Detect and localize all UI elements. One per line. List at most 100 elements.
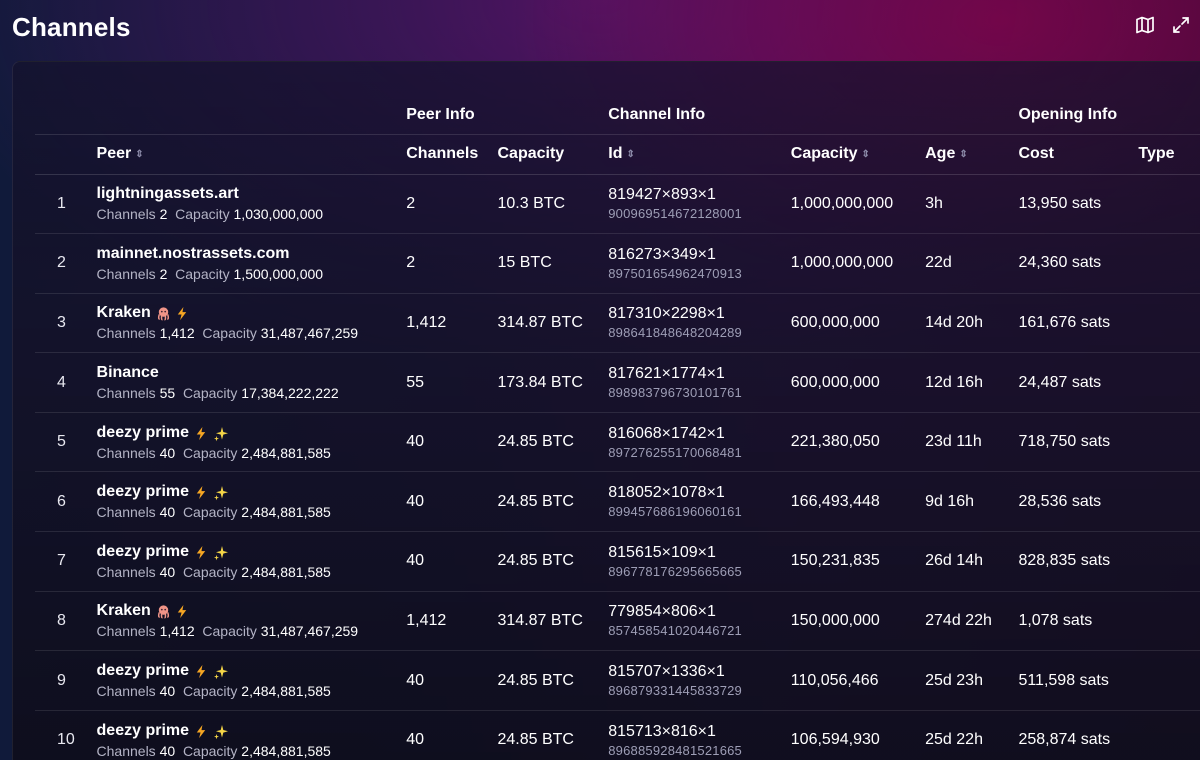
channel-long-id: 899457686196060161 [608,504,742,520]
sort-icon[interactable]: ⇕ [959,149,968,160]
bolt-icon [175,306,189,321]
cost-cell: 258,874 sats [1018,731,1111,749]
sort-icon[interactable]: ⇕ [861,149,870,160]
cost-cell: 718,750 sats [1018,433,1111,451]
octopus-icon [156,604,170,619]
cost-cell: 24,487 sats [1018,373,1102,391]
channels-cell: 40 [406,671,425,689]
table-row[interactable]: 2 mainnet.nostrassets.com Channels 2 Capac… [35,234,1200,294]
table-row[interactable]: 10 deezy prime Channels 40 Capacity 2,484,… [35,710,1200,760]
expand-icon[interactable] [1170,14,1192,36]
channel-long-id: 857458541020446721 [608,623,742,639]
peer-name-link[interactable]: deezy prime [96,721,190,739]
age-cell: 23d 11h [925,433,982,451]
capacity-cell: 106,594,930 [790,731,880,749]
peer-name-link[interactable]: Kraken [96,304,151,322]
column-header-id[interactable]: Id ⇕ [608,133,791,175]
sort-icon[interactable]: ⇕ [135,149,144,160]
channel-short-id-link[interactable]: 779854×806×1 [608,603,716,621]
type-cell [1138,532,1200,592]
peer-stats: Channels 40 Capacity 2,484,881,585 [96,742,331,759]
channel-id-cell: 815615×109×1 896778176295665665 [608,532,791,592]
channel-short-id-link[interactable]: 817310×2298×1 [608,305,725,323]
peer-name-link[interactable]: Binance [96,364,159,382]
table-row[interactable]: 9 deezy prime Channels 40 Capacity 2,484,8… [35,651,1200,711]
column-header-peer[interactable]: Peer ⇕ [96,133,407,175]
peer-capacity-cell: 15 BTC [497,254,552,272]
peer-cell: deezy prime Channels 40 Capacity 2,484,88… [97,472,407,532]
group-channel-info: Channel Info [608,105,706,123]
type-cell [1138,353,1200,413]
peer-name-link[interactable]: deezy prime [96,423,190,441]
table-row[interactable]: 6 deezy prime Channels 40 Capacity 2,484,8… [35,472,1200,532]
channel-id-cell: 819427×893×1 900969514672128001 [608,174,791,234]
row-index: 9 [57,671,66,689]
group-opening-info: Opening Info [1018,105,1118,123]
peer-capacity-cell: 24.85 BTC [497,433,574,451]
peer-name-link[interactable]: deezy prime [96,483,190,501]
peer-cell: Kraken Channels 1,412 Capacity 31,487,467… [97,293,407,353]
column-header-capacity[interactable]: Capacity ⇕ [790,133,926,175]
peer-name-link[interactable]: deezy prime [96,662,190,680]
channel-long-id: 896778176295665665 [608,563,742,579]
row-index: 8 [57,611,66,629]
channel-short-id-link[interactable]: 816273×349×1 [608,245,716,263]
table-row[interactable]: 5 deezy prime Channels 40 Capacity 2,484,8… [35,412,1200,472]
channel-short-id-link[interactable]: 815707×1336×1 [608,663,725,681]
channel-short-id-link[interactable]: 817621×1774×1 [608,365,725,383]
channel-id-cell: 817310×2298×1 898641848648204289 [608,293,791,353]
row-index: 6 [57,492,66,510]
bolt-icon [194,664,208,679]
peer-name-link[interactable]: mainnet.nostrassets.com [96,244,290,262]
table-row[interactable]: 1 lightningassets.art Channels 2 Capacity … [35,174,1200,234]
column-header-type: Type [1138,133,1200,175]
cost-cell: 828,835 sats [1018,552,1111,570]
channels-cell: 2 [406,254,416,272]
peer-name-link[interactable]: Kraken [96,602,151,620]
cost-cell: 28,536 sats [1018,492,1102,510]
channel-short-id-link[interactable]: 818052×1078×1 [608,484,725,502]
age-cell: 9d 16h [925,492,975,510]
row-index: 7 [57,552,66,570]
age-cell: 12d 16h [925,373,983,391]
type-cell [1138,174,1200,234]
table-row[interactable]: 7 deezy prime Channels 40 Capacity 2,484,8… [35,532,1200,592]
capacity-cell: 1,000,000,000 [790,194,894,212]
capacity-cell: 110,056,466 [790,671,879,689]
peer-name-link[interactable]: lightningassets.art [96,185,239,203]
row-index: 5 [57,433,66,451]
channel-short-id-link[interactable]: 816068×1742×1 [608,424,725,442]
cost-cell: 24,360 sats [1018,254,1102,272]
peer-stats: Channels 1,412 Capacity 31,487,467,259 [96,623,359,640]
age-cell: 3h [925,194,943,212]
channels-panel [12,61,1200,760]
type-cell [1138,412,1200,472]
channel-short-id-link[interactable]: 819427×893×1 [608,186,716,204]
sort-icon[interactable]: ⇕ [626,149,635,160]
bolt-icon [194,545,208,559]
channel-long-id: 898983796730101761 [608,385,742,401]
channel-long-id: 898641848648204289 [608,325,742,341]
channel-short-id-link[interactable]: 815615×109×1 [608,543,716,561]
channel-id-cell: 815707×1336×1 896879331445833729 [608,651,791,711]
channel-short-id-link[interactable]: 815713×816×1 [608,722,716,740]
peer-cell: deezy prime Channels 40 Capacity 2,484,88… [97,532,407,592]
table-row[interactable]: 3 Kraken Channels 1,412 Capacity 31,487,46… [35,293,1200,353]
capacity-cell: 150,231,835 [790,552,880,570]
channels-cell: 1,412 [406,611,447,629]
age-cell: 25d 22h [925,731,983,749]
table-row[interactable]: 8 Kraken Channels 1,412 Capacity 31,487,46… [35,591,1200,651]
capacity-cell: 166,493,448 [790,492,880,510]
table-row[interactable]: 4 Binance Channels 55 Capacity 17,384,222,… [35,353,1200,413]
peer-stats: Channels 1,412 Capacity 31,487,467,259 [96,325,359,342]
peer-stats: Channels 40 Capacity 2,484,881,585 [96,444,331,461]
type-cell [1138,234,1200,294]
channels-cell: 40 [406,552,425,570]
column-header-age[interactable]: Age ⇕ [925,133,1019,175]
type-cell [1138,293,1200,353]
bolt-icon [175,604,189,619]
sparkles-icon [213,724,229,739]
peer-name-link[interactable]: deezy prime [96,542,190,560]
age-cell: 25d 23h [925,671,983,689]
map-icon[interactable] [1134,14,1156,36]
